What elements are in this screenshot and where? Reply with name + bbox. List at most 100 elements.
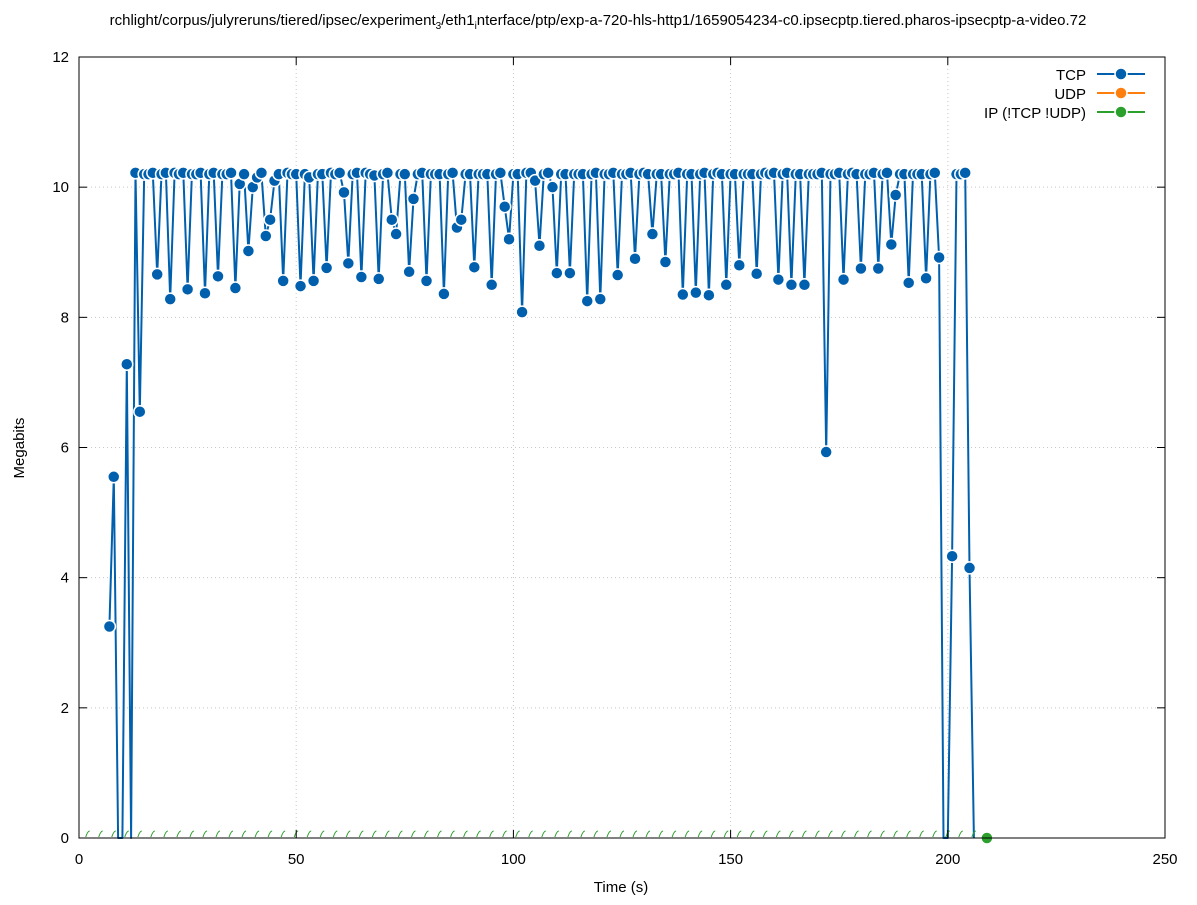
series-tcp-point [419, 274, 434, 288]
series-tcp-point [107, 470, 121, 484]
series-tcp-point [398, 167, 412, 181]
series-ip-baseline-mark [267, 830, 273, 838]
series-ip-baseline-mark [841, 830, 846, 838]
series-tcp-point [871, 261, 886, 276]
series-tcp-point [371, 272, 386, 286]
series-ip-baseline-mark [502, 830, 507, 838]
y-tick-label: 6 [61, 440, 69, 457]
series-ip-baseline-mark [476, 830, 481, 838]
series-tcp-point [515, 305, 529, 319]
series-ip-baseline-mark [528, 830, 533, 838]
series-tcp-point [719, 278, 734, 292]
series-ip-baseline-mark [723, 830, 729, 838]
series-tcp-point [332, 166, 347, 180]
series-tcp-point [237, 167, 251, 181]
series-tcp-point [532, 238, 547, 253]
series-ip-baseline-mark [671, 830, 677, 838]
y-tick-label: 0 [61, 830, 69, 847]
series-ip-baseline-mark [958, 830, 963, 838]
series-ip-baseline-mark [828, 830, 833, 838]
series-tcp-point [919, 271, 933, 286]
series-ip-baseline-mark [397, 830, 403, 838]
legend-label-tcp: TCP [1056, 67, 1086, 84]
series-tcp-point [380, 166, 395, 180]
series-ip-baseline-mark [424, 830, 429, 838]
series-ip-baseline-mark [202, 830, 208, 838]
series-tcp-point [819, 445, 833, 459]
x-tick-label: 200 [935, 851, 960, 868]
series-tcp-point [593, 292, 608, 306]
series-ip-baseline-mark [710, 830, 716, 838]
series-ip-baseline-mark [801, 830, 807, 838]
series-tcp-point [306, 274, 321, 288]
series-ip-baseline-mark [788, 830, 794, 838]
series-tcp-point [932, 250, 946, 265]
series-tcp-point [928, 166, 942, 180]
series-ip-baseline-mark [150, 830, 155, 838]
series-ip-baseline-mark [332, 830, 338, 838]
series-ip-baseline-mark [515, 830, 520, 838]
legend-marker-ip [1114, 105, 1128, 119]
series-tcp-point [563, 266, 577, 280]
series-tcp-point [319, 261, 334, 275]
series-ip-baseline-mark [306, 830, 312, 838]
series-ip-baseline-mark [567, 830, 572, 838]
series-ip-baseline-mark [606, 830, 612, 838]
series-tcp-point [880, 166, 894, 180]
series-tcp-point [406, 192, 421, 206]
series-tcp-point [580, 294, 594, 308]
series-tcp-point [676, 287, 690, 302]
series-tcp-point [962, 561, 977, 575]
series-tcp-point [163, 292, 177, 306]
series-tcp-point [958, 166, 972, 180]
chart-title-suffix: nterface/ptp/exp-a-720-hls-http1/1659054… [477, 12, 1087, 29]
series-tcp-point [493, 166, 508, 180]
x-axis-label: Time (s) [594, 879, 648, 896]
series-ip-baseline-mark [241, 830, 247, 838]
series-ip-baseline-mark [489, 830, 494, 838]
chart-title-subscript-2: i [475, 21, 477, 32]
legend-marker-udp [1114, 86, 1128, 100]
series-ip-baseline-mark [541, 830, 546, 838]
series-ip-baseline-mark [358, 830, 364, 838]
series-tcp-point [467, 260, 482, 274]
legend: TCP UDP IP (!TCP !UDP) [984, 67, 1145, 122]
series-ip-baseline-mark [632, 830, 638, 838]
series-tcp-point [241, 244, 256, 258]
series-ip-baseline-mark [932, 830, 937, 838]
chart-title-middle: /eth1 [441, 12, 474, 29]
series-tcp-point [797, 278, 812, 292]
series-ip-baseline-mark [463, 830, 468, 838]
series-ip-baseline-mark [580, 830, 585, 838]
series-tcp-point [263, 212, 277, 227]
series-ip-baseline-mark [437, 830, 442, 838]
series-tcp-point [276, 274, 290, 288]
series-tcp-point [293, 279, 308, 293]
series-tcp-point [254, 166, 269, 180]
series-ip-baseline-mark [228, 830, 234, 838]
legend-label-ip: IP (!TCP !UDP) [984, 105, 1086, 122]
series-ip-baseline-mark [854, 830, 859, 838]
series-ip-baseline-mark [906, 830, 911, 838]
series-tcp-point [354, 270, 369, 284]
series-ip-baseline-mark [371, 830, 377, 838]
x-tick-label: 100 [501, 851, 526, 868]
series-ip-baseline-mark [345, 830, 351, 838]
series-tcp-point [610, 268, 625, 282]
chart-title-prefix: rchlight/corpus/julyreruns/tiered/ipsec/… [110, 12, 437, 29]
series-tcp-point [228, 281, 243, 295]
series-tcp-point [454, 212, 469, 227]
x-tick-label: 250 [1152, 851, 1177, 868]
series-ip-baseline-mark [658, 830, 664, 838]
series-ip-baseline-mark [775, 830, 781, 838]
series-ip-baseline-mark [684, 830, 690, 838]
series-ip-baseline-mark [880, 830, 885, 838]
series-ip-baseline-mark [619, 830, 625, 838]
series-ip-baseline-mark [893, 830, 898, 838]
series-ip-baseline-mark [736, 830, 742, 838]
series-tcp-point [389, 227, 403, 241]
series-ip-baseline-mark [971, 830, 976, 838]
series-tcp-point [945, 549, 959, 563]
series-ip-baseline-mark [919, 830, 924, 838]
